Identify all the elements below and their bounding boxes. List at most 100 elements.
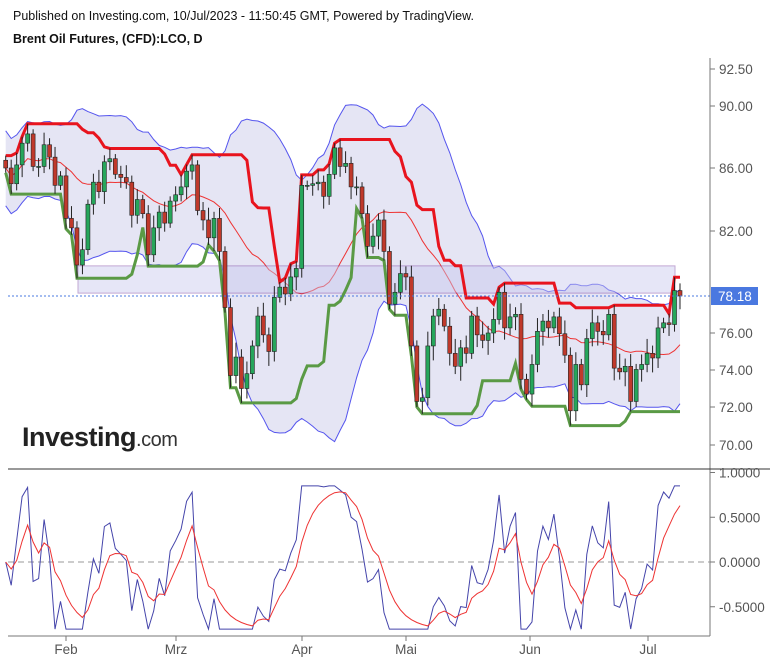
candle: [195, 160, 200, 216]
candle: [491, 308, 496, 343]
candle-body: [326, 174, 332, 197]
candle-body: [436, 308, 442, 317]
candle: [310, 175, 315, 196]
candle: [255, 306, 261, 359]
candle: [387, 246, 392, 310]
candle-body: [19, 142, 25, 166]
candle: [414, 340, 420, 407]
candle-body: [513, 314, 518, 318]
candle-body: [562, 333, 568, 356]
candle: [447, 317, 453, 366]
candle: [579, 358, 584, 391]
candle-body: [633, 369, 639, 402]
candle-body: [80, 249, 85, 266]
candle-body: [491, 319, 496, 334]
candle: [359, 182, 365, 219]
candle: [134, 189, 140, 224]
candle: [502, 283, 507, 340]
candle-body: [381, 219, 387, 252]
candle: [568, 347, 573, 426]
x-tick-label: Apr: [291, 642, 313, 657]
candle-body: [354, 186, 359, 189]
candle: [41, 132, 47, 174]
candle: [551, 311, 557, 333]
candle-body: [365, 213, 370, 247]
candle-body: [261, 315, 266, 336]
candle: [189, 154, 195, 180]
candle: [348, 156, 354, 200]
logo-suffix: .com: [136, 429, 178, 451]
x-tick-label: Jun: [519, 642, 541, 657]
candle-body: [222, 251, 228, 308]
candle: [52, 146, 58, 194]
candle-body: [474, 315, 480, 336]
candle: [469, 310, 474, 359]
candle: [622, 358, 628, 387]
last-price-label: 78.18: [718, 289, 752, 304]
candle-body: [151, 227, 157, 256]
candle: [458, 340, 464, 381]
published-note: Published on Investing.com, 10/Jul/2023 …: [13, 9, 474, 23]
candle-body: [145, 213, 151, 256]
candle-body: [173, 194, 178, 202]
candle: [36, 158, 41, 177]
support-step-line: [4, 172, 680, 428]
osc-y-tick-label: 1.0000: [719, 466, 760, 481]
candle-body: [584, 338, 590, 386]
price-zone: [77, 265, 676, 294]
x-tick-label: Feb: [54, 642, 77, 657]
candle: [589, 309, 595, 347]
candle-body: [617, 367, 622, 373]
candle: [102, 155, 107, 204]
candle: [261, 302, 266, 343]
candle: [431, 308, 436, 361]
candle: [288, 263, 294, 302]
candle-body: [496, 291, 502, 320]
candle-body: [431, 315, 436, 347]
candle-body: [463, 347, 469, 354]
candle: [233, 342, 239, 384]
candle: [633, 363, 639, 407]
candle: [8, 159, 14, 195]
candle: [420, 387, 425, 414]
candle: [140, 194, 146, 219]
candle: [365, 205, 370, 258]
candle: [184, 164, 189, 200]
y-tick-label: 92.50: [719, 62, 753, 77]
candle: [480, 321, 485, 349]
candle: [304, 180, 310, 191]
candle-body: [639, 364, 644, 370]
candle: [211, 211, 217, 252]
y-tick-label: 70.00: [719, 438, 753, 453]
candle: [162, 201, 167, 232]
candle-body: [579, 364, 584, 386]
candle-body: [69, 218, 74, 229]
candle-body: [8, 167, 14, 185]
candle: [381, 209, 387, 261]
candle: [376, 213, 381, 250]
candle: [343, 151, 348, 174]
candle-body: [118, 174, 124, 178]
candle-body: [644, 353, 650, 365]
candle: [19, 136, 25, 178]
candle-body: [524, 378, 529, 395]
candle: [672, 277, 677, 332]
candle-body: [661, 322, 666, 329]
candle-body: [140, 199, 146, 214]
candle: [370, 223, 376, 254]
candle: [250, 340, 255, 380]
candle-body: [359, 186, 365, 214]
candle: [222, 246, 228, 313]
candle: [650, 345, 655, 373]
candle: [173, 186, 178, 212]
candle-body: [622, 365, 628, 373]
candle-body: [485, 332, 491, 341]
candle: [228, 298, 233, 388]
candle-body: [337, 147, 343, 167]
candle: [540, 313, 546, 346]
candle: [562, 320, 568, 363]
candle: [282, 277, 288, 306]
candle: [463, 335, 469, 364]
candle-body: [573, 364, 579, 412]
